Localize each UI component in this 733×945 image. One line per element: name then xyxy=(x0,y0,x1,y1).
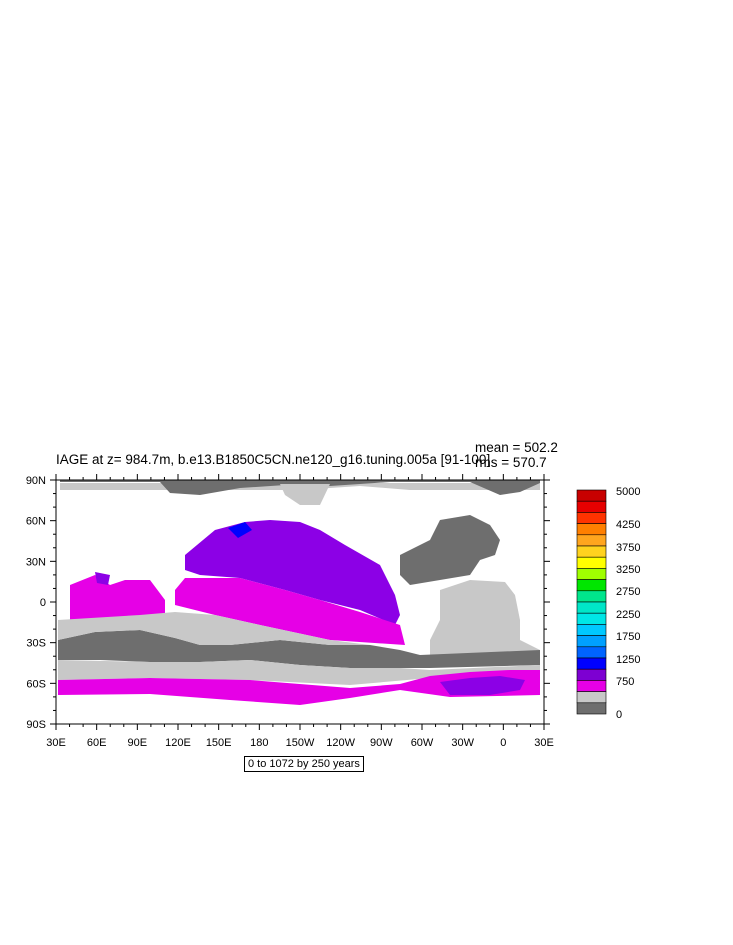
x-tick-label: 120E xyxy=(165,737,191,749)
colorbar-swatch xyxy=(576,702,607,715)
colorbar-swatch xyxy=(576,568,607,580)
y-axis-ticks: 90N 60N 30N 0 30S 60S 90S xyxy=(26,475,550,731)
contour-info-label: 0 to 1072 by 250 years xyxy=(244,756,364,772)
y-tick-label: 30S xyxy=(26,638,46,650)
colorbar-swatch xyxy=(576,523,607,536)
plot-title: IAGE at z= 984.7m, b.e13.B1850C5CN.ne120… xyxy=(56,452,491,467)
x-tick-label: 0 xyxy=(500,737,506,749)
bay-purple xyxy=(95,572,110,585)
map-field xyxy=(58,480,540,705)
x-tick-label: 150E xyxy=(206,737,232,749)
colorbar-label: 2250 xyxy=(616,609,640,621)
colorbar-label: 1750 xyxy=(616,631,640,643)
south-atlantic-region xyxy=(430,580,540,655)
x-tick-label: 30E xyxy=(46,737,66,749)
colorbar-swatch xyxy=(576,601,607,614)
colorbar-swatch xyxy=(576,646,607,659)
colorbar-label: 2750 xyxy=(616,586,640,598)
colorbar-label: 3250 xyxy=(616,564,640,576)
colorbar-label: 1250 xyxy=(616,654,640,666)
colorbar-label: 750 xyxy=(616,676,634,688)
southern-light-band xyxy=(58,612,370,645)
colorbar-swatch xyxy=(576,590,607,603)
north-atlantic-region xyxy=(400,515,500,585)
north-pacific-blue xyxy=(228,522,252,538)
colorbar-swatch xyxy=(576,624,607,636)
x-axis-ticks: 30E 60E 90E 120E 150E 180 150W 120W 90W 60W 30W 0 30… xyxy=(46,474,554,749)
arctic-region-dark xyxy=(60,480,540,495)
colorbar-label: 0 xyxy=(616,709,622,721)
colorbar-swatch xyxy=(576,512,607,524)
colorbar-swatch xyxy=(576,657,607,670)
x-tick-label: 90E xyxy=(128,737,148,749)
x-tick-label: 150W xyxy=(286,737,315,749)
colorbar-swatch xyxy=(576,556,607,569)
colorbar: 5000 4250 3750 3250 2750 2250 1750 1250 750 0 xyxy=(576,486,640,721)
x-tick-label: 60W xyxy=(411,737,434,749)
colorbar-swatch xyxy=(576,668,607,681)
colorbar-swatch xyxy=(576,545,607,558)
x-tick-label: 120W xyxy=(326,737,355,749)
colorbar-label: 4250 xyxy=(616,519,640,531)
colorbar-swatch xyxy=(576,534,607,547)
x-tick-label: 30E xyxy=(534,737,554,749)
colorbar-label: 3750 xyxy=(616,542,640,554)
x-tick-label: 180 xyxy=(250,737,268,749)
y-tick-label: 0 xyxy=(40,597,46,609)
y-tick-label: 60S xyxy=(26,678,46,690)
rms-value: rms = 570.7 xyxy=(475,455,547,470)
y-tick-label: 60N xyxy=(26,516,46,528)
southern-light-band-2 xyxy=(58,660,540,685)
colorbar-swatch xyxy=(576,612,607,625)
weddell-purple xyxy=(440,676,525,695)
y-tick-label: 90S xyxy=(26,719,46,731)
colorbar-swatch xyxy=(576,579,607,592)
indian-ocean-region xyxy=(70,575,165,625)
arctic-gray-2 xyxy=(280,484,330,505)
colorbar-swatch xyxy=(576,680,607,692)
x-tick-label: 90W xyxy=(370,737,393,749)
mean-value: mean = 502.2 xyxy=(475,440,558,455)
colorbar-label: 5000 xyxy=(616,486,640,498)
y-tick-label: 30N xyxy=(26,556,46,568)
southern-ocean-region xyxy=(58,670,540,705)
colorbar-swatch xyxy=(576,489,607,502)
southern-dark-band xyxy=(58,630,540,668)
x-tick-label: 60E xyxy=(87,737,107,749)
north-pacific-region xyxy=(185,520,400,625)
colorbar-swatch xyxy=(576,691,607,704)
tropical-pacific-region xyxy=(175,578,405,645)
x-tick-label: 30W xyxy=(451,737,474,749)
colorbar-swatch xyxy=(576,635,607,648)
y-tick-label: 90N xyxy=(26,475,46,487)
colorbar-swatch xyxy=(576,500,607,513)
